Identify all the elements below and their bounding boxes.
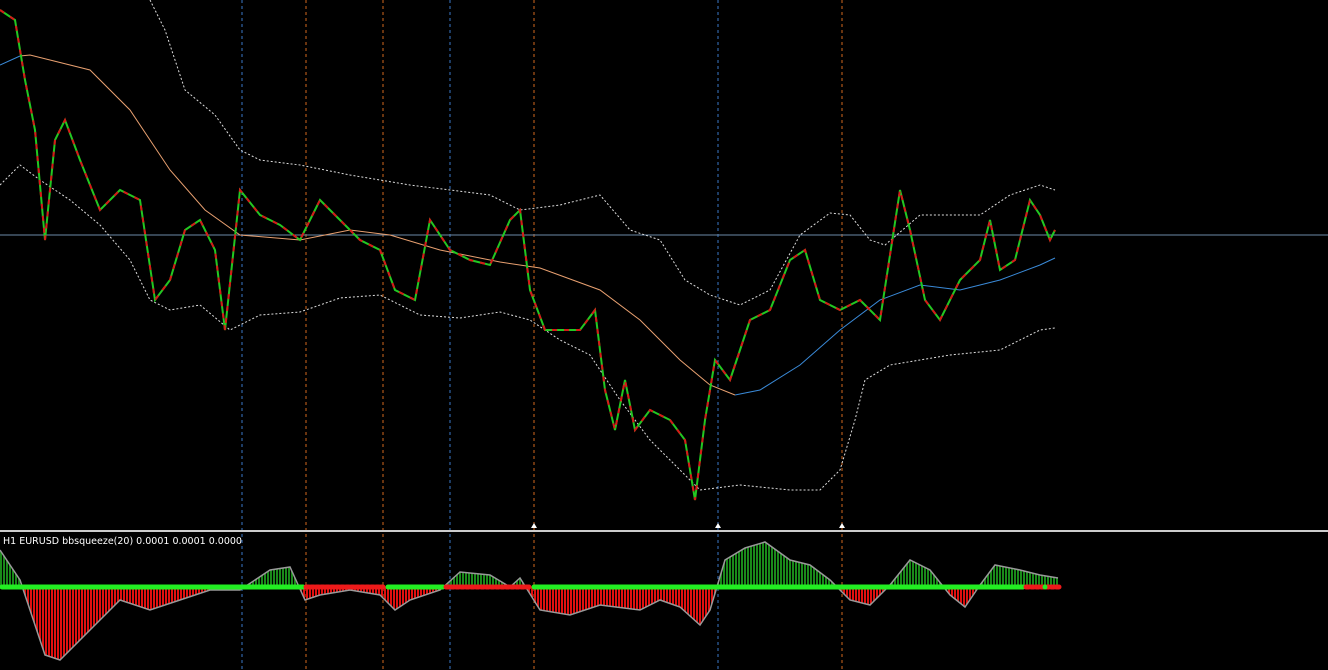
- lower-band: [0, 164, 1056, 491]
- histogram-positive: [0, 542, 1058, 587]
- indicator-label: H1 EURUSD bbsqueeze(20) 0.0001 0.0001 0.…: [3, 536, 242, 547]
- histogram-negative: [0, 587, 1058, 660]
- event-markers: [531, 523, 845, 528]
- marker: [839, 523, 845, 528]
- marker: [715, 523, 721, 528]
- moving-average: [734, 257, 1056, 396]
- price-path: [0, 9, 1056, 501]
- histogram-outline: [0, 541, 1059, 661]
- squeeze-histogram: [0, 541, 1059, 661]
- marker: [531, 523, 537, 528]
- squeeze-off: [1042, 584, 1048, 590]
- moving-average: [19, 54, 736, 396]
- period-separators: [241, 0, 843, 670]
- upper-band: [149, 0, 1056, 306]
- moving-average: [0, 55, 21, 66]
- price-candles: [0, 9, 1056, 501]
- squeeze-dots: [0, 584, 1063, 590]
